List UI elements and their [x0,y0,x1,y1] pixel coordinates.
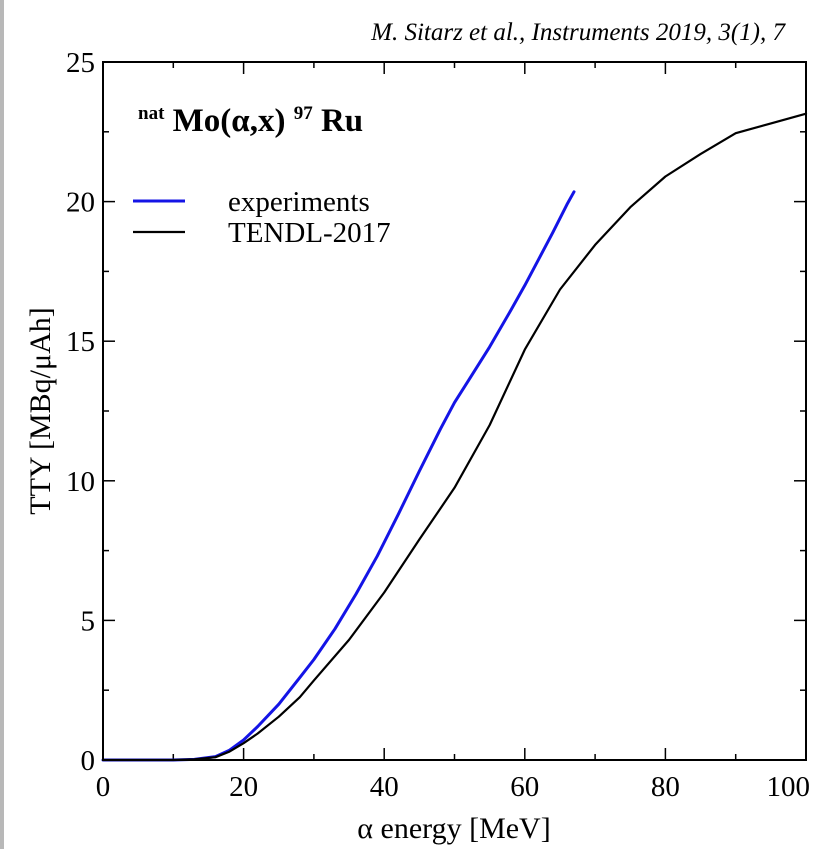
y-axis-label: TTY [MBq/μAh] [24,307,57,514]
citation-text: M. Sitarz et al., Instruments 2019, 3(1)… [370,19,786,46]
x-tick-label: 20 [229,771,258,803]
data-series [101,112,808,762]
legend-label: experiments [228,186,370,218]
title-target: Mo(α,x) [173,103,286,139]
x-tick-label: 0 [96,771,111,803]
y-tick-label: 10 [66,466,95,498]
series-line-tendl [101,112,808,762]
chart-title: nat Mo(α,x) 97 Ru [138,91,363,139]
title-superscript-nat: nat [138,103,165,124]
y-tick-labels: 0 5 10 15 20 25 [66,47,95,777]
plot-frame [102,61,807,761]
legend-label: TENDL-2017 [228,217,391,249]
axis-ticks [102,61,807,761]
y-tick-label: 5 [81,605,96,637]
y-tick-label: 25 [66,47,95,79]
y-tick-label: 20 [66,187,95,219]
x-tick-label: 40 [370,771,399,803]
title-product: Ru [321,103,363,139]
title-superscript-mass: 97 [294,103,314,124]
x-tick-label: 80 [651,771,680,803]
series-line-experiments [101,190,576,762]
x-tick-label: 100 [767,771,811,803]
y-tick-label: 15 [66,326,95,358]
x-axis-label: α energy [MeV] [357,812,550,845]
x-tick-labels: 0 20 40 60 80 100 [96,771,810,803]
y-tick-label: 0 [81,745,96,777]
x-tick-label: 60 [510,771,539,803]
left-edge-strip [0,0,4,849]
